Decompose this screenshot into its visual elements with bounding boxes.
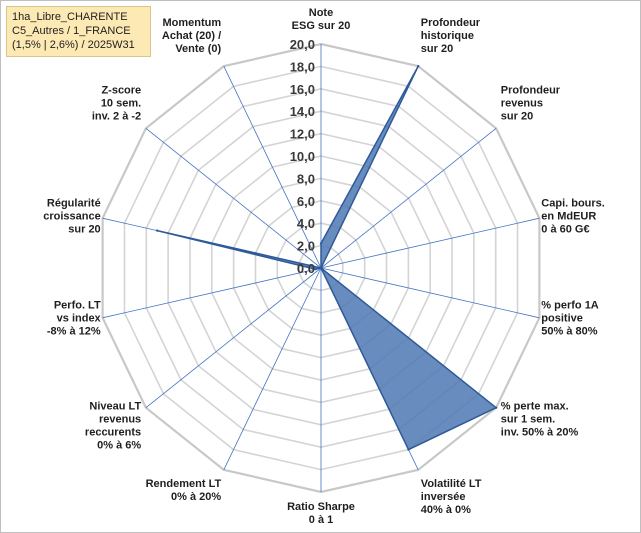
- axis-label-6-line-1: % perte max.: [501, 400, 569, 412]
- axis-label-2-line-2: historique: [421, 30, 474, 42]
- axis-label-3-line-1: Profondeur: [501, 85, 561, 97]
- axis-label-7: Volatilité LT inversée 40% à 0%: [421, 478, 482, 516]
- tick-label-7: 14,0: [290, 104, 315, 119]
- axis-label-12-line-3: sur 20: [68, 223, 100, 235]
- axis-label-5-line-3: 50% à 80%: [541, 326, 597, 338]
- axis-label-10-line-1: Niveau LT: [89, 400, 141, 412]
- axis-label-5: % perfo 1A positive 50% à 80%: [541, 300, 599, 338]
- spoke-11: [102, 267, 322, 319]
- axis-label-7-line-3: 40% à 0%: [421, 504, 471, 516]
- axis-label-6: % perte max. sur 1 sem. inv. 50% à 20%: [501, 400, 579, 438]
- spoke-13: [145, 127, 322, 269]
- tick-label-6: 12,0: [290, 127, 315, 142]
- axis-label-13-line-3: inv. 2 à -2: [92, 111, 141, 123]
- axis-label-1: Note ESG sur 20: [292, 7, 351, 32]
- spoke-14: [223, 66, 322, 269]
- axis-label-12-line-1: Régularité: [47, 197, 101, 209]
- axis-label-6-line-3: inv. 50% à 20%: [501, 426, 579, 438]
- tick-label-4: 8,0: [297, 171, 315, 186]
- axis-label-9-line-2: 0% à 20%: [171, 491, 221, 503]
- tick-label-8: 16,0: [290, 82, 315, 97]
- axis-label-14-line-2: Achat (20) /: [162, 30, 221, 42]
- axis-label-13: Z-score 10 sem. inv. 2 à -2: [92, 85, 141, 123]
- title-line-3: (1,5% | 2,6%) / 2025W31: [12, 39, 135, 51]
- tick-label-5: 10,0: [290, 149, 315, 164]
- axis-label-9-line-1: Rendement LT: [146, 478, 222, 490]
- axis-label-2-line-3: sur 20: [421, 43, 453, 55]
- spoke-10: [145, 267, 322, 409]
- data-point-14: [319, 266, 323, 270]
- axis-label-10: Niveau LT revenus reccurents 0% à 6%: [85, 400, 142, 451]
- axis-label-11: Perfo. LT vs index -8% à 12%: [47, 300, 102, 338]
- axis-label-9: Rendement LT 0% à 20%: [146, 478, 222, 503]
- spoke-4: [320, 217, 540, 269]
- data-point-7: [407, 448, 410, 451]
- data-point-6: [494, 406, 498, 409]
- axis-label-13-line-1: Z-score: [101, 85, 141, 97]
- spoke-3: [320, 127, 497, 269]
- axis-label-4-line-2: en MdEUR: [541, 210, 596, 222]
- data-point-2: [417, 65, 420, 68]
- tick-label-10: 20,0: [290, 37, 315, 52]
- axis-label-3: Profondeur revenus sur 20: [501, 85, 561, 123]
- axis-label-14: Momentum Achat (20) / Vente (0): [162, 17, 222, 55]
- tick-label-3: 6,0: [297, 194, 315, 209]
- axis-label-11-line-1: Perfo. LT: [54, 300, 101, 312]
- axis-label-10-line-4: 0% à 6%: [97, 439, 141, 451]
- spoke-5: [320, 267, 540, 319]
- axis-label-2-line-1: Profondeur: [421, 17, 481, 29]
- axis-label-14-line-3: Vente (0): [175, 43, 221, 55]
- axis-label-13-line-2: 10 sem.: [101, 98, 141, 110]
- axis-label-10-line-2: revenus: [99, 413, 141, 425]
- axis-label-8: Ratio Sharpe 0 à 1: [287, 501, 355, 526]
- data-point-12: [156, 229, 159, 232]
- axis-label-14-line-1: Momentum: [163, 17, 222, 29]
- tick-label-0: 0,0: [297, 261, 315, 276]
- axis-label-11-line-3: -8% à 12%: [47, 326, 101, 338]
- axis-label-12: Régularité croissance sur 20: [43, 197, 100, 235]
- axis-label-4-line-1: Capi. bours.: [541, 197, 605, 209]
- tick-label-2: 4,0: [297, 216, 315, 231]
- tick-label-1: 2,0: [297, 239, 315, 254]
- data-series-area: [157, 65, 498, 451]
- axis-label-8-line-1: Ratio Sharpe: [287, 501, 355, 513]
- title-line-2: C5_Autres / 1_FRANCE: [12, 25, 131, 37]
- axis-label-5-line-2: positive: [541, 313, 583, 325]
- axis-label-2: Profondeur historique sur 20: [421, 17, 481, 55]
- axis-label-3-line-2: revenus: [501, 98, 543, 110]
- axis-label-7-line-1: Volatilité LT: [421, 478, 482, 490]
- spoke-9: [223, 267, 322, 470]
- axis-label-4: Capi. bours. en MdEUR 0 à 60 G€: [541, 197, 605, 235]
- axis-label-10-line-3: reccurents: [85, 426, 141, 438]
- axis-label-5-line-1: % perfo 1A: [541, 300, 599, 312]
- data-point-1: [319, 242, 323, 245]
- data-point-11: [314, 268, 317, 271]
- axis-label-11-line-2: vs index: [57, 313, 102, 325]
- chart-title-box: 1ha_Libre_CHARENTE C5_Autres / 1_FRANCE …: [6, 6, 151, 57]
- title-line-1: 1ha_Libre_CHARENTE: [12, 11, 128, 23]
- axis-label-1-line-1: Note: [309, 7, 333, 19]
- axis-label-8-line-2: 0 à 1: [309, 514, 333, 526]
- axis-label-1-line-2: ESG sur 20: [292, 20, 351, 32]
- axis-label-7-line-2: inversée: [421, 491, 466, 503]
- axis-label-6-line-2: sur 1 sem.: [501, 413, 555, 425]
- axis-label-3-line-3: sur 20: [501, 111, 533, 123]
- tick-label-9: 18,0: [290, 59, 315, 74]
- axis-label-4-line-3: 0 à 60 G€: [541, 223, 589, 235]
- axis-label-12-line-2: croissance: [43, 210, 100, 222]
